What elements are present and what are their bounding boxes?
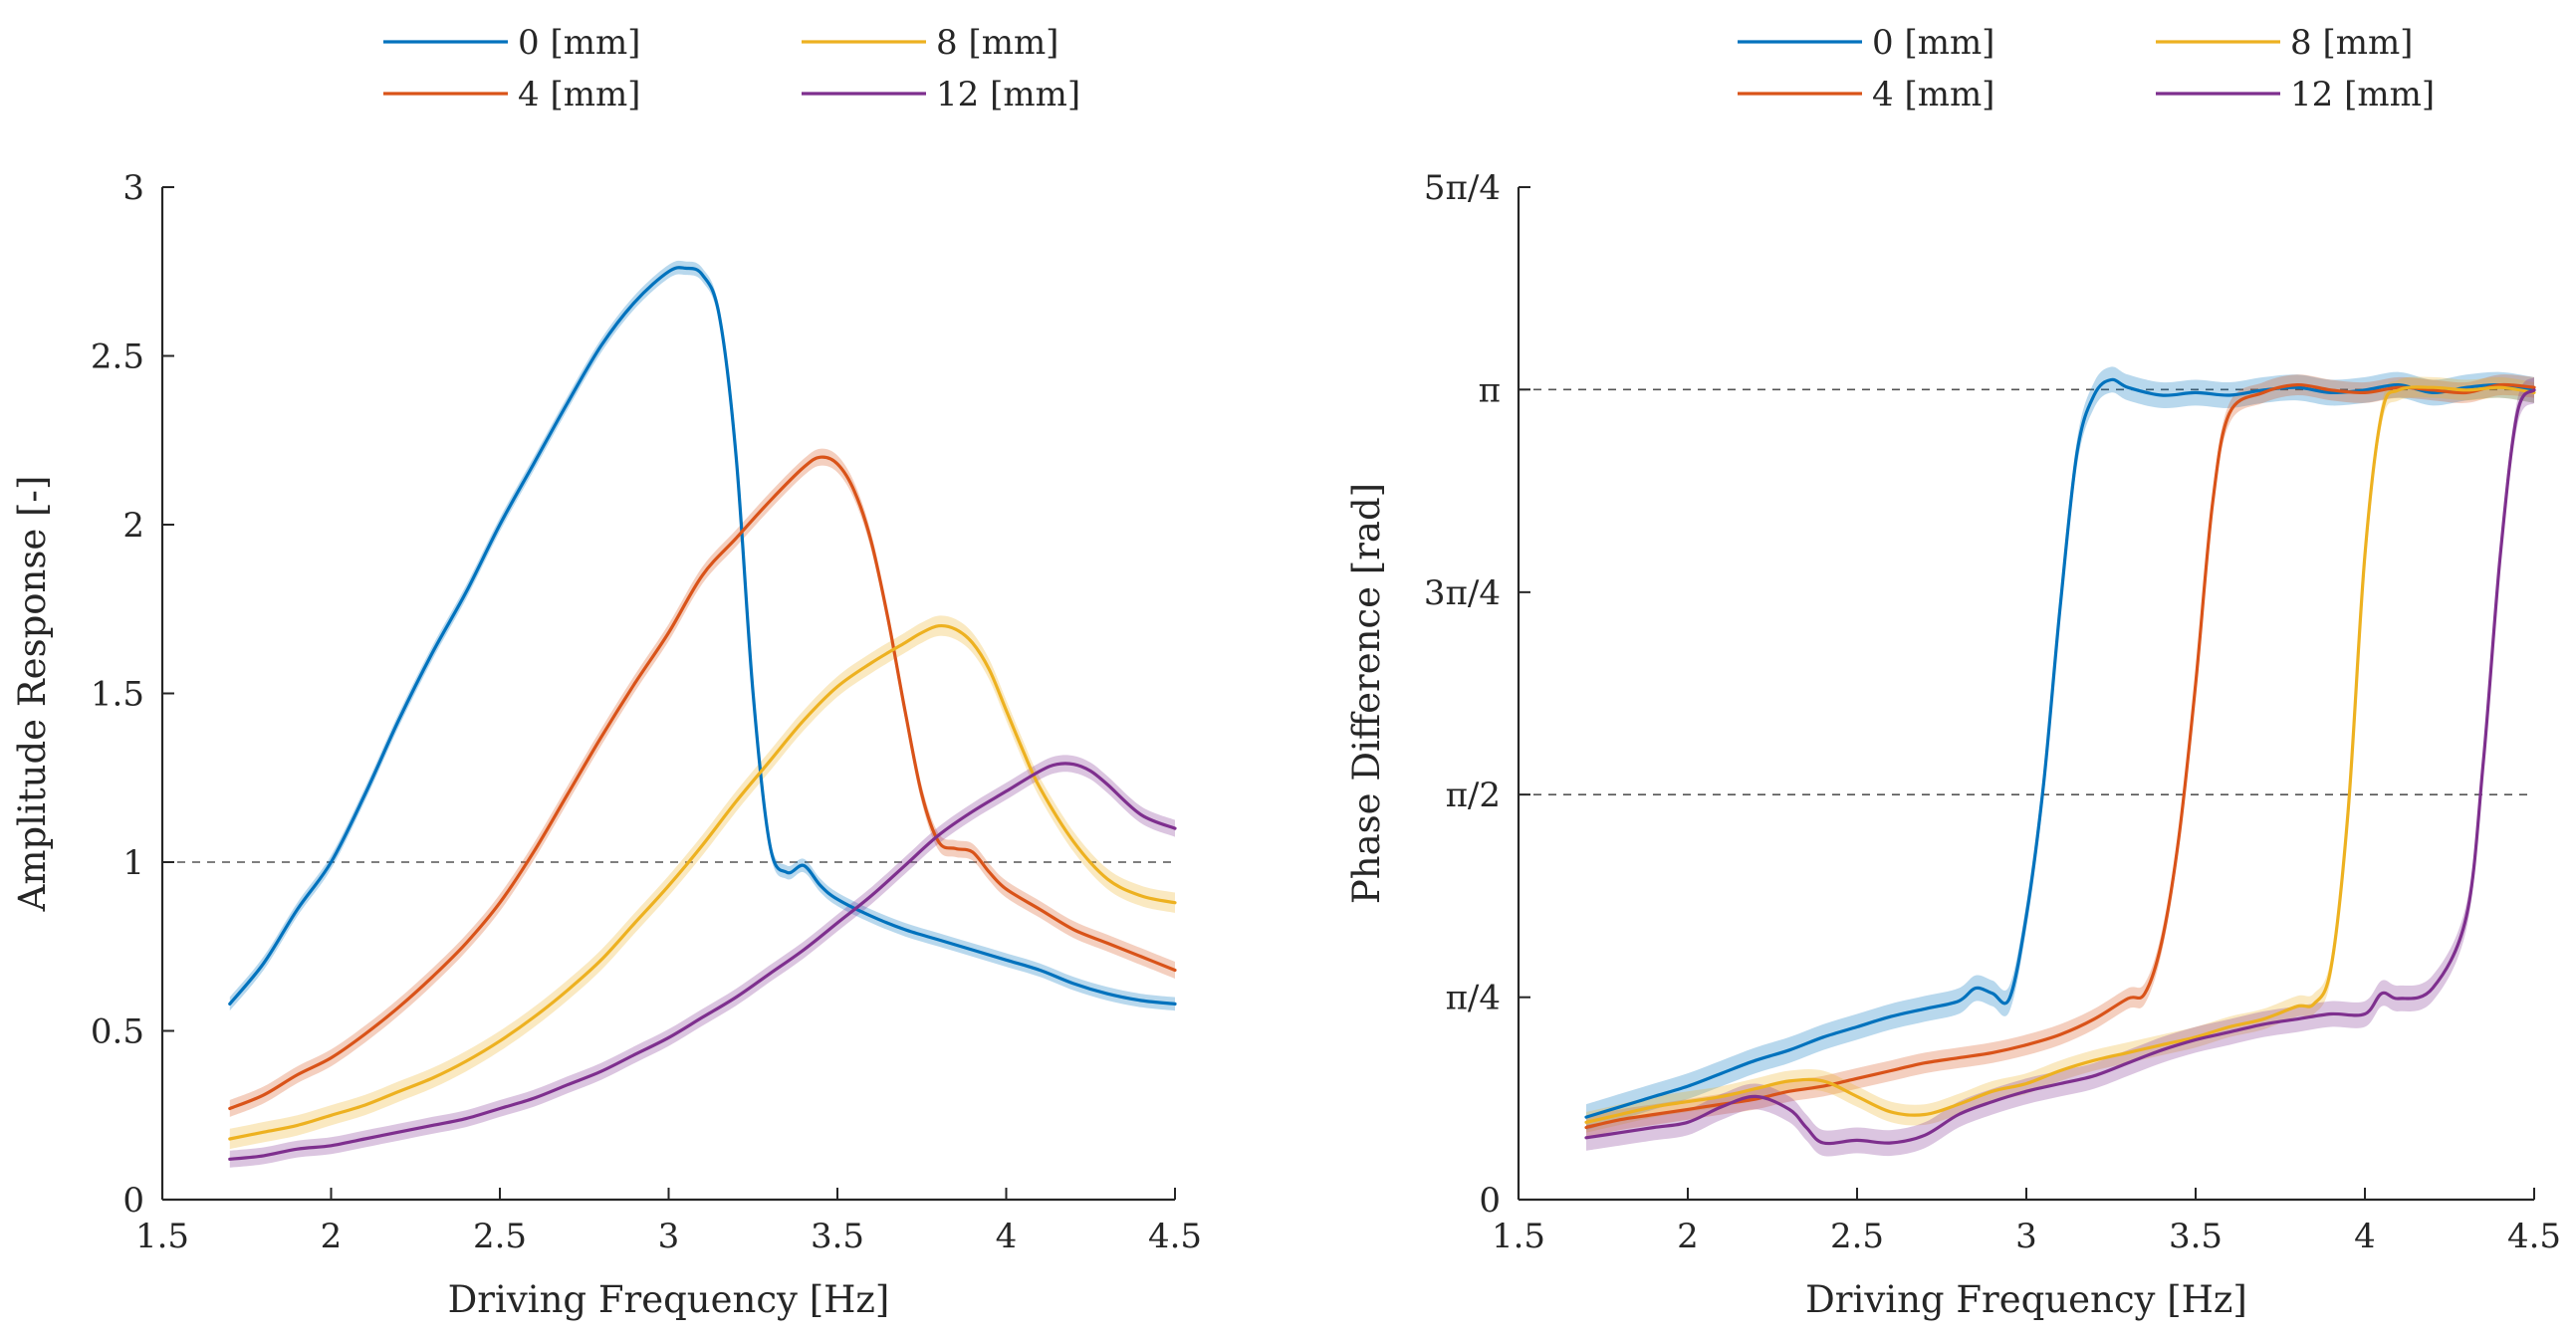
amplitude-y-tick-label-0: 0 [122, 1181, 144, 1221]
phase-legend-label-1: 4 [mm] [1872, 75, 1994, 114]
phase-x-tick-label-0: 1.5 [1492, 1217, 1545, 1256]
phase-legend-label-3: 12 [mm] [2290, 75, 2435, 114]
amplitude-panel: 1.5 2 2.5 3 3.5 4 4.5 0 0.5 1 1.5 2 2.5 3 Driving Freq… [11, 23, 1202, 1321]
amplitude-x-tick-label-2: 2.5 [473, 1217, 527, 1256]
amplitude-y-tick-label-5: 2.5 [91, 337, 144, 377]
amplitude-x-tick-label-4: 3.5 [811, 1217, 864, 1256]
amplitude-y-tick-label-4: 2 [122, 506, 144, 546]
phase-series-line-1 [1584, 382, 2536, 1130]
phase-y-tick-label-3: 3π/4 [1424, 573, 1501, 613]
amplitude-x-tick-label-1: 2 [321, 1217, 343, 1256]
phase-y-axis-label: Phase Difference [rad] [1345, 483, 1388, 904]
amplitude-legend-label-2: 8 [mm] [936, 23, 1058, 63]
amplitude-legend-label-3: 12 [mm] [936, 75, 1080, 114]
phase-x-tick-label-1: 2 [1677, 1217, 1699, 1256]
amplitude-x-tick-label-6: 4.5 [1148, 1217, 1202, 1256]
phase-x-tick-label-2: 2.5 [1830, 1217, 1884, 1256]
amplitude-series-line-0 [228, 266, 1177, 1006]
phase-legend-label-2: 8 [mm] [2290, 23, 2413, 63]
amplitude-legend-label-1: 4 [mm] [518, 75, 640, 114]
amplitude-y-tick-label-2: 1 [122, 843, 144, 883]
phase-series-line-2 [1584, 385, 2536, 1124]
phase-y-tick-label-2: π/2 [1446, 776, 1501, 815]
phase-x-axis-label: Driving Frequency [Hz] [1805, 1278, 2247, 1321]
phase-legend-label-0: 0 [mm] [1872, 23, 1994, 63]
amplitude-y-axis-label: Amplitude Response [-] [11, 476, 54, 913]
phase-x-tick-label-4: 3.5 [2169, 1217, 2223, 1256]
amplitude-y-tick-label-1: 0.5 [91, 1012, 144, 1052]
amplitude-x-tick-label-3: 3 [658, 1217, 680, 1256]
phase-x-tick-label-5: 4 [2354, 1217, 2376, 1256]
amplitude-series-line-2 [228, 623, 1177, 1141]
phase-y-tick-label-4: π [1479, 370, 1501, 410]
amplitude-series-line-3 [228, 762, 1177, 1161]
phase-y-tick-label-5: 5π/4 [1424, 168, 1501, 208]
phase-y-tick-label-1: π/4 [1446, 979, 1501, 1018]
phase-y-tick-label-0: 0 [1479, 1181, 1501, 1221]
phase-x-tick-label-6: 4.5 [2507, 1217, 2561, 1256]
amplitude-x-tick-label-5: 4 [996, 1217, 1018, 1256]
phase-series-line-3 [1584, 388, 2536, 1146]
amplitude-series-line-1 [228, 455, 1177, 1111]
amplitude-y-tick-label-3: 1.5 [91, 675, 144, 715]
amplitude-x-tick-label-0: 1.5 [135, 1217, 189, 1256]
amplitude-band-1 [229, 448, 1176, 1117]
amplitude-y-tick-label-6: 3 [122, 168, 144, 208]
amplitude-legend-label-0: 0 [mm] [518, 23, 640, 63]
amplitude-x-axis-label: Driving Frequency [Hz] [448, 1278, 890, 1321]
phase-x-tick-label-3: 3 [2015, 1217, 2037, 1256]
phase-panel: 1.5 2 2.5 3 3.5 4 4.5 0 π/4 π/2 3π/4 π 5π/4 Driving F… [1345, 23, 2561, 1321]
phase-series-line-0 [1584, 377, 2536, 1119]
